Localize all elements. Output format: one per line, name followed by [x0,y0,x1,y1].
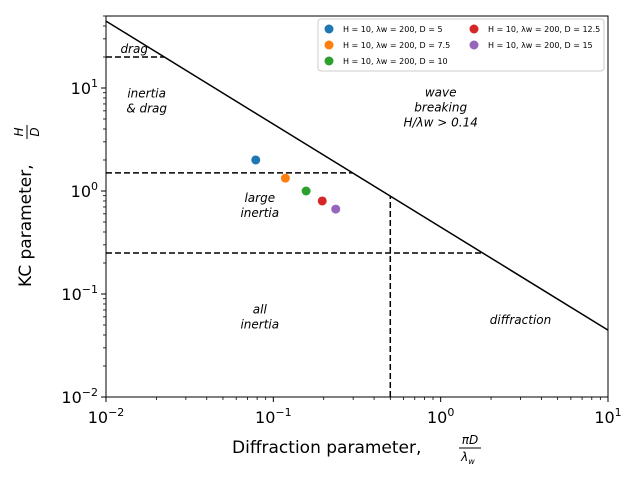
y-axis-title: KC parameter, [16,164,36,287]
y-label-denominator: D [28,127,42,136]
legend-entry: H = 10, λw = 200, D = 10 [343,57,448,66]
legend: H = 10, λw = 200, D = 5 H = 10, λw = 200,… [317,18,605,72]
tick-exponent: 0 [447,406,454,419]
tick-base: 10 [61,388,81,407]
region-label: all [253,302,268,316]
x-axis: 10−2 10−1 100 101 [88,397,622,427]
region-label: diffraction [490,313,551,327]
region-label: inertia [240,317,279,331]
tick-base: 10 [88,408,108,427]
data-point [301,186,311,196]
y-tick-label: 10−2 [61,386,98,407]
legend-marker [324,24,334,34]
y-tick-label: 10−1 [61,283,98,304]
x-axis-label: Diffraction parameter, πD λw [232,433,481,466]
x-axis-title: Diffraction parameter, [232,438,421,458]
tick-base: 10 [427,408,447,427]
data-point [317,196,327,206]
tick-exponent: 1 [615,406,622,419]
region-label: drag [120,42,148,56]
region-label: H/λw > 0.14 [403,115,477,129]
tick-base: 10 [255,408,275,427]
legend-marker [324,40,334,50]
x-tick-label: 10−1 [255,406,292,427]
x-tick-label: 10−2 [88,406,125,427]
region-label: breaking [414,100,467,114]
plot-frame [105,15,609,398]
legend-marker [469,40,479,50]
legend-marker [469,24,479,34]
legend-marker [324,56,334,66]
tick-exponent: −1 [82,283,98,296]
region-label: & drag [126,101,167,115]
region-label: large [244,191,275,205]
y-label-numerator: H [12,127,26,136]
x-tick-label: 101 [594,406,621,427]
tick-exponent: −2 [108,406,124,419]
region-label: inertia [240,206,279,220]
y-tick-label: 100 [71,180,98,201]
tick-exponent: 0 [91,180,98,193]
legend-box [317,18,605,72]
data-point [331,204,341,214]
tick-base: 10 [71,79,91,98]
data-point [251,155,261,165]
tick-base: 10 [61,285,81,304]
legend-entry: H = 10, λw = 200, D = 12.5 [488,25,600,34]
legend-entry: H = 10, λw = 200, D = 7.5 [343,41,450,50]
region-label: inertia [127,86,166,100]
region-label: wave [425,85,457,99]
legend-entry: H = 10, λw = 200, D = 5 [343,25,443,34]
data-points [251,155,341,214]
x-label-lambda: λ [460,450,468,464]
regime-boundaries [105,20,609,397]
x-label-subscript: w [468,457,475,466]
tick-exponent: −2 [82,386,98,399]
data-point [280,173,290,183]
tick-base: 10 [71,182,91,201]
tick-exponent: 1 [91,77,98,90]
legend-entry: H = 10, λw = 200, D = 15 [488,41,593,50]
x-tick-label: 100 [427,406,454,427]
tick-base: 10 [594,408,614,427]
tick-exponent: −1 [275,406,291,419]
x-label-numerator: πD [462,433,478,447]
y-tick-label: 101 [71,77,98,98]
wave-breaking-limit-line [105,20,609,331]
x-label-denominator: λw [460,450,475,466]
